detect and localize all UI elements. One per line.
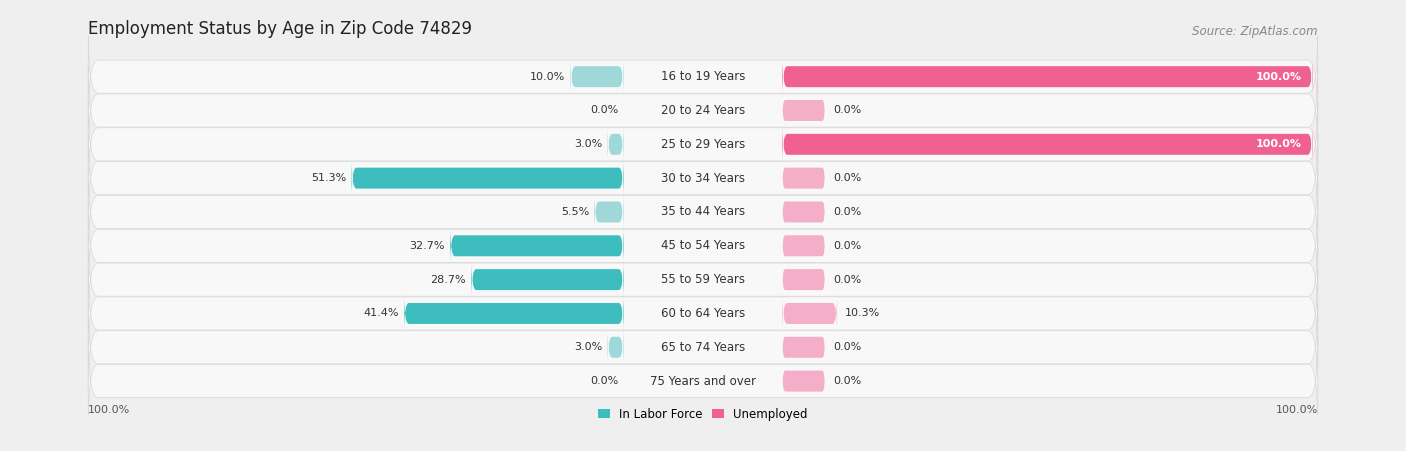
Text: 51.3%: 51.3% [311, 173, 346, 183]
Text: 100.0%: 100.0% [89, 405, 131, 415]
Text: 20 to 24 Years: 20 to 24 Years [661, 104, 745, 117]
FancyBboxPatch shape [783, 168, 825, 189]
FancyBboxPatch shape [783, 235, 825, 256]
Text: 45 to 54 Years: 45 to 54 Years [661, 239, 745, 252]
Text: 5.5%: 5.5% [561, 207, 589, 217]
Text: 10.0%: 10.0% [530, 72, 565, 82]
Text: 0.0%: 0.0% [832, 342, 860, 352]
Text: 65 to 74 Years: 65 to 74 Years [661, 341, 745, 354]
FancyBboxPatch shape [89, 168, 1317, 256]
Text: 100.0%: 100.0% [1256, 139, 1302, 149]
FancyBboxPatch shape [783, 371, 825, 391]
Text: 0.0%: 0.0% [832, 207, 860, 217]
Legend: In Labor Force, Unemployed: In Labor Force, Unemployed [595, 404, 811, 424]
FancyBboxPatch shape [571, 57, 623, 97]
Text: 75 Years and over: 75 Years and over [650, 375, 756, 387]
Text: 100.0%: 100.0% [1275, 405, 1317, 415]
Text: 30 to 34 Years: 30 to 34 Years [661, 172, 745, 184]
Text: 55 to 59 Years: 55 to 59 Years [661, 273, 745, 286]
Text: 16 to 19 Years: 16 to 19 Years [661, 70, 745, 83]
Text: 0.0%: 0.0% [832, 275, 860, 285]
Text: 35 to 44 Years: 35 to 44 Years [661, 206, 745, 218]
Text: 41.4%: 41.4% [363, 308, 399, 318]
FancyBboxPatch shape [89, 66, 1317, 155]
FancyBboxPatch shape [89, 32, 1317, 121]
Text: 3.0%: 3.0% [574, 342, 602, 352]
FancyBboxPatch shape [89, 134, 1317, 222]
Text: 3.0%: 3.0% [574, 139, 602, 149]
FancyBboxPatch shape [783, 124, 1312, 164]
FancyBboxPatch shape [595, 192, 623, 232]
Text: 25 to 29 Years: 25 to 29 Years [661, 138, 745, 151]
Text: 60 to 64 Years: 60 to 64 Years [661, 307, 745, 320]
FancyBboxPatch shape [352, 158, 623, 198]
Text: 28.7%: 28.7% [430, 275, 467, 285]
Text: 0.0%: 0.0% [832, 241, 860, 251]
FancyBboxPatch shape [471, 260, 623, 299]
Text: 10.3%: 10.3% [845, 308, 880, 318]
Text: 0.0%: 0.0% [591, 106, 619, 115]
FancyBboxPatch shape [450, 226, 623, 266]
FancyBboxPatch shape [783, 202, 825, 222]
Text: 0.0%: 0.0% [591, 376, 619, 386]
Text: 0.0%: 0.0% [832, 376, 860, 386]
Text: 0.0%: 0.0% [832, 173, 860, 183]
Text: Source: ZipAtlas.com: Source: ZipAtlas.com [1192, 25, 1317, 38]
FancyBboxPatch shape [89, 100, 1317, 189]
Text: Employment Status by Age in Zip Code 74829: Employment Status by Age in Zip Code 748… [89, 20, 472, 38]
Text: 0.0%: 0.0% [832, 106, 860, 115]
FancyBboxPatch shape [607, 327, 623, 367]
FancyBboxPatch shape [783, 57, 1312, 97]
FancyBboxPatch shape [607, 124, 623, 164]
FancyBboxPatch shape [404, 294, 623, 333]
FancyBboxPatch shape [89, 269, 1317, 358]
FancyBboxPatch shape [783, 337, 825, 358]
FancyBboxPatch shape [783, 269, 825, 290]
FancyBboxPatch shape [89, 202, 1317, 290]
FancyBboxPatch shape [783, 100, 825, 121]
Text: 32.7%: 32.7% [409, 241, 444, 251]
FancyBboxPatch shape [89, 235, 1317, 324]
FancyBboxPatch shape [89, 303, 1317, 391]
FancyBboxPatch shape [89, 337, 1317, 425]
Text: 100.0%: 100.0% [1256, 72, 1302, 82]
FancyBboxPatch shape [783, 294, 837, 333]
